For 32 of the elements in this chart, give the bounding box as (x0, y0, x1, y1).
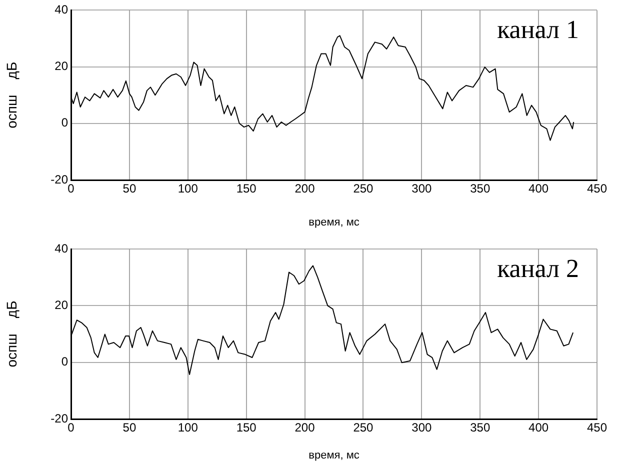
x-tick-label: 50 (122, 182, 136, 196)
y-tick-label: 20 (54, 59, 68, 74)
y-tick-label: 20 (54, 298, 68, 312)
y-tick-label: -20 (50, 411, 68, 426)
y-tick-label: 40 (54, 2, 68, 17)
x-tick-label: 250 (353, 182, 374, 196)
x-tick-label: 150 (236, 420, 257, 435)
y-tick-label: -20 (50, 172, 68, 186)
x-tick-label: 400 (528, 182, 549, 196)
x-tick-label: 100 (178, 182, 198, 196)
x-tick-label: 300 (412, 420, 432, 435)
y-tick-label: 40 (54, 241, 68, 256)
x-axis-title: время, мс (308, 449, 360, 462)
y-tick-label: 0 (61, 354, 68, 369)
x-tick-label: 300 (412, 182, 432, 196)
x-tick-label: 200 (294, 182, 316, 196)
x-tick-label: 450 (586, 420, 608, 435)
x-axis-title: время, мс (308, 216, 360, 228)
y-axis-title: оспш дБ (3, 62, 20, 128)
annotation: канал 1 (497, 15, 579, 44)
x-tick-label: 450 (586, 182, 608, 196)
x-tick-label: 350 (470, 182, 490, 196)
x-tick-label: 400 (528, 420, 549, 435)
annotation: канал 2 (497, 254, 579, 283)
x-tick-label: 200 (294, 420, 316, 435)
x-tick-label: 150 (236, 182, 257, 196)
y-axis-title: оспш дБ (3, 300, 20, 368)
x-tick-label: 50 (122, 420, 136, 435)
x-tick-label: 100 (178, 420, 198, 435)
x-tick-label: 250 (353, 420, 374, 435)
y-tick-label: 0 (61, 116, 68, 130)
x-tick-label: 350 (470, 420, 490, 435)
